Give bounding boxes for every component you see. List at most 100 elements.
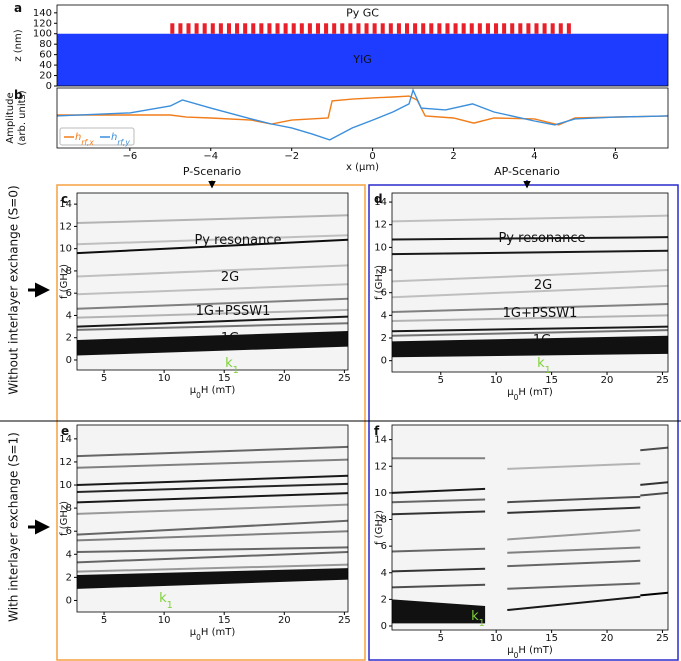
x-tick-label: 10 bbox=[158, 373, 171, 384]
grating-stripe bbox=[372, 23, 377, 34]
plot-frame bbox=[56, 87, 669, 149]
x-axis-label: μ0H (mT) bbox=[507, 645, 553, 660]
plot-area bbox=[392, 446, 668, 624]
x-axis-label: x (μm) bbox=[346, 162, 379, 173]
text-part: Py resonance bbox=[194, 233, 281, 248]
mode-line bbox=[507, 529, 641, 541]
y-axis-label: (arb. units) bbox=[17, 90, 28, 145]
grating-stripe bbox=[170, 23, 175, 34]
text-part: H (mT) bbox=[201, 385, 235, 396]
panel-label: d bbox=[374, 192, 383, 206]
x-tick-label: 5 bbox=[101, 615, 107, 626]
grating-stripe bbox=[396, 23, 401, 34]
x-axis-label: μ0H (mT) bbox=[190, 385, 236, 400]
x-tick-label: 4 bbox=[531, 151, 537, 162]
text-part: 1 bbox=[233, 365, 239, 376]
mode-line bbox=[77, 550, 348, 564]
x-tick-label: 20 bbox=[601, 633, 614, 644]
y-tick-label: 8 bbox=[381, 515, 387, 526]
mode-line bbox=[507, 495, 641, 504]
x-tick-label: 6 bbox=[612, 151, 618, 162]
grating-stripe bbox=[566, 23, 571, 34]
mode-line bbox=[77, 492, 348, 504]
grating-stripe bbox=[259, 23, 264, 34]
mode-line bbox=[77, 546, 348, 553]
text-part: 1 bbox=[545, 365, 551, 376]
band bbox=[77, 331, 348, 356]
y-tick-label: 20 bbox=[39, 71, 52, 82]
mode-line bbox=[392, 547, 486, 553]
text-part: 1 bbox=[479, 618, 485, 629]
mode-line bbox=[640, 591, 668, 597]
text-part: H (mT) bbox=[518, 645, 552, 656]
grating-stripe bbox=[178, 23, 183, 34]
band bbox=[77, 568, 348, 589]
mode-line bbox=[392, 567, 486, 573]
annotation: k1 bbox=[159, 591, 173, 611]
y-axis-label: f (GHz) bbox=[59, 501, 70, 536]
text-part: k bbox=[537, 356, 545, 371]
mode-line bbox=[392, 510, 486, 516]
mode-line bbox=[392, 284, 668, 299]
panel-label: e bbox=[61, 424, 69, 438]
x-tick-label: 10 bbox=[490, 633, 503, 644]
text-part: rf,x bbox=[81, 138, 94, 147]
mode-line bbox=[392, 329, 668, 337]
text-part: μ bbox=[190, 385, 197, 396]
legend-label: hrf,x bbox=[75, 132, 94, 147]
annotation: 1G bbox=[533, 333, 551, 348]
y-tick-label: 14 bbox=[59, 199, 72, 210]
mode-line bbox=[392, 314, 668, 323]
text-part: μ bbox=[507, 645, 514, 656]
text-part: 1G+PSSW1 bbox=[503, 306, 578, 321]
y-tick-label: 14 bbox=[374, 435, 387, 446]
y-tick-label: 14 bbox=[59, 434, 72, 445]
y-tick-label: 12 bbox=[374, 461, 387, 472]
y-tick-label: 2 bbox=[381, 333, 387, 344]
grating-stripe bbox=[477, 23, 482, 34]
text-part: rf,y bbox=[117, 138, 130, 147]
x-tick-label: 20 bbox=[601, 375, 614, 386]
y-tick-label: 120 bbox=[33, 18, 52, 29]
y-tick-label: 4 bbox=[66, 549, 72, 560]
mode-line bbox=[392, 303, 668, 313]
grating-stripe bbox=[461, 23, 466, 34]
mode-line bbox=[392, 249, 668, 256]
text-part: k bbox=[225, 356, 233, 371]
y-axis-label: Amplitude bbox=[5, 92, 16, 143]
mode-line bbox=[640, 481, 668, 486]
text-part: 1G+PSSW1 bbox=[196, 304, 271, 319]
plot-frame bbox=[391, 424, 669, 631]
mode-line bbox=[77, 503, 348, 515]
grating-stripe bbox=[485, 23, 490, 34]
annotation: Py resonance bbox=[498, 231, 585, 246]
y-tick-label: 8 bbox=[381, 265, 387, 276]
mode-line bbox=[77, 283, 348, 296]
mode-line bbox=[640, 446, 668, 452]
grating-stripe bbox=[340, 23, 345, 34]
mode-line bbox=[507, 582, 641, 590]
grating-stripe bbox=[299, 23, 304, 34]
mode-line bbox=[507, 595, 641, 612]
grating-stripe bbox=[429, 23, 434, 34]
mode-line bbox=[77, 530, 348, 542]
text-part: 0 bbox=[196, 633, 201, 642]
grating-stripe bbox=[186, 23, 191, 34]
text-part: 2G bbox=[534, 278, 552, 293]
grating-stripe bbox=[510, 23, 515, 34]
y-tick-label: 60 bbox=[39, 50, 52, 61]
mode-line bbox=[392, 498, 486, 504]
legend-box bbox=[59, 127, 135, 146]
grating-stripe bbox=[421, 23, 426, 34]
mode-line bbox=[392, 325, 668, 333]
mode-line bbox=[392, 583, 486, 589]
mode-line bbox=[77, 563, 348, 573]
mode-line bbox=[77, 482, 348, 493]
y-tick-label: 12 bbox=[374, 220, 387, 231]
y-axis-label: f (GHz) bbox=[59, 264, 70, 299]
grating-stripe bbox=[494, 23, 499, 34]
y-tick-label: 8 bbox=[66, 503, 72, 514]
grating-stripe bbox=[348, 23, 353, 34]
text-part: k bbox=[159, 591, 167, 606]
row-label: Without interlayer exchange (S=0) bbox=[7, 185, 21, 394]
